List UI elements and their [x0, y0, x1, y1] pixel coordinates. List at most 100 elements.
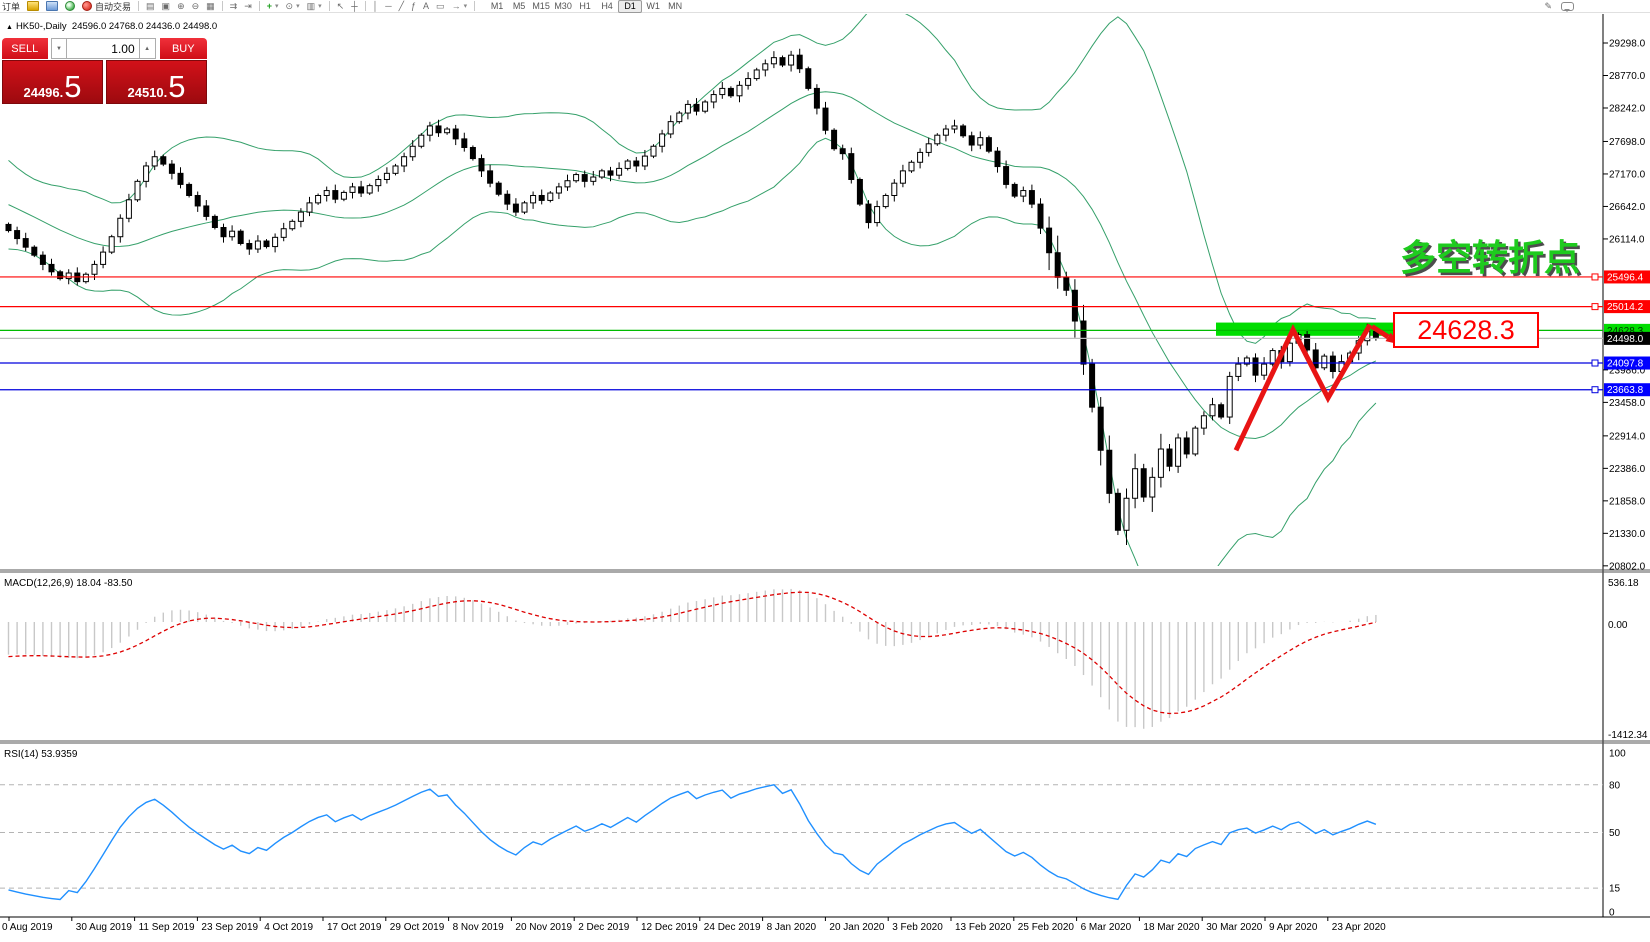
symbol-period-label: HK50-,Daily: [15, 21, 67, 32]
svg-text:22386.0: 22386.0: [1609, 464, 1646, 475]
svg-text:0 Aug 2019: 0 Aug 2019: [2, 922, 53, 933]
svg-text:29 Oct 2019: 29 Oct 2019: [390, 922, 445, 933]
svg-text:17 Oct 2019: 17 Oct 2019: [327, 922, 382, 933]
svg-text:24097.8: 24097.8: [1607, 359, 1644, 370]
new-chart-icon[interactable]: ▤: [146, 1, 155, 11]
timeframe-m5[interactable]: M5: [512, 0, 526, 11]
templates-icon[interactable]: ▥: [306, 1, 316, 11]
volume-input[interactable]: 1.00: [67, 38, 139, 59]
svg-text:24628.3: 24628.3: [1607, 326, 1644, 337]
cursor-icon[interactable]: ↖: [336, 1, 345, 11]
crosshair-icon[interactable]: ┼: [351, 1, 358, 11]
macd-label: MACD(12,26,9) 18.04 -83.50: [4, 578, 133, 589]
timeframe-w1[interactable]: W1: [646, 0, 660, 11]
svg-text:20 Nov 2019: 20 Nov 2019: [515, 922, 572, 933]
svg-text:20802.0: 20802.0: [1609, 561, 1646, 572]
market-watch-icon[interactable]: [27, 1, 40, 11]
svg-text:6 Mar 2020: 6 Mar 2020: [1081, 922, 1132, 933]
chevron-down-icon[interactable]: ▾: [275, 3, 279, 10]
chart-shift-icon[interactable]: ⇥: [244, 1, 252, 11]
chart-grid-icon[interactable]: ▦: [206, 1, 215, 11]
text-tool-icon[interactable]: A: [423, 1, 430, 11]
svg-text:0: 0: [1609, 908, 1615, 919]
toolbar-separator: [221, 1, 223, 11]
svg-text:9 Apr 2020: 9 Apr 2020: [1269, 922, 1318, 933]
chevron-down-icon[interactable]: ▾: [296, 3, 300, 10]
tile-windows-icon[interactable]: ▣: [161, 1, 171, 11]
timeframe-h4[interactable]: H4: [601, 0, 613, 11]
price-axis[interactable]: 29298.0 28770.0 28242.0 27698.0 27170.0 26642…: [1603, 39, 1650, 573]
trendline-icon[interactable]: ╱: [398, 1, 405, 11]
svg-text:27170.0: 27170.0: [1609, 169, 1646, 180]
chevron-down-icon[interactable]: ▾: [463, 3, 468, 10]
svg-text:15: 15: [1609, 884, 1621, 895]
buy-button[interactable]: BUY: [159, 38, 207, 59]
svg-text:29298.0: 29298.0: [1609, 39, 1646, 50]
volume-increase-button[interactable]: ▲: [138, 38, 156, 59]
data-window-icon[interactable]: [46, 1, 59, 11]
price-label-box[interactable]: 24628.3: [1393, 312, 1539, 348]
sell-price-main: 24496: [23, 85, 60, 100]
horizontal-level-lines[interactable]: [0, 273, 1603, 394]
zoom-out-icon[interactable]: ⊖: [191, 1, 200, 11]
pencil-icon[interactable]: ✎: [1544, 1, 1552, 11]
timeframe-d1[interactable]: D1: [618, 0, 643, 13]
autotrade-icon: [82, 1, 93, 11]
svg-text:536.18: 536.18: [1608, 578, 1639, 589]
svg-text:27698.0: 27698.0: [1609, 137, 1646, 148]
toolbar-separator: [328, 1, 330, 11]
date-axis[interactable]: 0 Aug 2019 30 Aug 2019 11 Sep 2019 23 Sep 2…: [2, 917, 1386, 933]
rsi-label: RSI(14) 53.9359: [4, 749, 78, 760]
svg-text:26114.0: 26114.0: [1609, 234, 1645, 245]
svg-text:25014.2: 25014.2: [1607, 302, 1644, 313]
vertical-line-icon[interactable]: │: [372, 1, 379, 11]
timeframe-mn[interactable]: MN: [668, 0, 683, 11]
buy-price-frac: 5: [168, 69, 186, 104]
rsi-pane: [0, 784, 1603, 901]
comment-bubble-icon[interactable]: [1561, 1, 1574, 12]
svg-text:0.00: 0.00: [1608, 620, 1628, 631]
toolbar-separator: [474, 1, 476, 11]
sell-price-frac: 5: [64, 69, 82, 104]
svg-text:23 Apr 2020: 23 Apr 2020: [1332, 922, 1386, 933]
svg-text:25496.4: 25496.4: [1607, 272, 1644, 283]
svg-text:23986.0: 23986.0: [1609, 365, 1646, 376]
auto-scroll-icon[interactable]: ⇉: [229, 1, 238, 11]
svg-text:-1412.34: -1412.34: [1608, 730, 1648, 741]
symbol-collapse-icon[interactable]: ▲: [6, 24, 13, 31]
svg-text:多空转折点: 多空转折点: [1400, 237, 1580, 278]
rectangle-tool-icon[interactable]: ▭: [436, 1, 445, 11]
one-click-trading-panel: SELL ▼ 1.00 ▲ BUY 24496. 5 24510. 5: [2, 38, 207, 104]
svg-text:23 Sep 2019: 23 Sep 2019: [201, 922, 258, 933]
new-order-button[interactable]: 订单: [2, 1, 21, 12]
svg-text:21858.0: 21858.0: [1609, 496, 1646, 507]
timeframe-m15[interactable]: M15: [532, 0, 550, 11]
svg-text:2 Dec 2019: 2 Dec 2019: [578, 922, 630, 933]
horizontal-line-icon[interactable]: ─: [385, 1, 392, 11]
timeframe-m1[interactable]: M1: [490, 0, 504, 11]
svg-text:3 Feb 2020: 3 Feb 2020: [892, 922, 943, 933]
arrow-tool-icon[interactable]: →: [451, 1, 461, 11]
buy-price-button[interactable]: 24510. 5: [106, 60, 207, 104]
timeframe-h1[interactable]: H1: [579, 0, 591, 11]
sell-button[interactable]: SELL: [2, 38, 48, 59]
chart-header: ▲ HK50-,Daily 24596.0 24768.0 24436.0 244…: [6, 21, 217, 32]
signals-icon[interactable]: [65, 1, 76, 11]
svg-text:12 Dec 2019: 12 Dec 2019: [641, 922, 698, 933]
svg-text:30 Mar 2020: 30 Mar 2020: [1206, 922, 1263, 933]
chevron-down-icon[interactable]: ▾: [318, 3, 322, 10]
indicators-icon[interactable]: +: [266, 1, 273, 11]
timeframe-m30[interactable]: M30: [554, 0, 572, 11]
svg-text:100: 100: [1609, 749, 1626, 760]
autotrade-button[interactable]: 自动交易: [82, 0, 131, 13]
fibonacci-icon[interactable]: ƒ: [411, 1, 417, 11]
svg-text:30 Aug 2019: 30 Aug 2019: [76, 922, 133, 933]
volume-decrease-button[interactable]: ▼: [50, 38, 68, 59]
sell-price-button[interactable]: 24496. 5: [2, 60, 103, 104]
svg-text:18 Mar 2020: 18 Mar 2020: [1143, 922, 1200, 933]
highlight-zone[interactable]: [1216, 322, 1396, 336]
zoom-in-icon[interactable]: ⊕: [177, 1, 185, 11]
periods-icon[interactable]: ⊙: [285, 1, 294, 11]
